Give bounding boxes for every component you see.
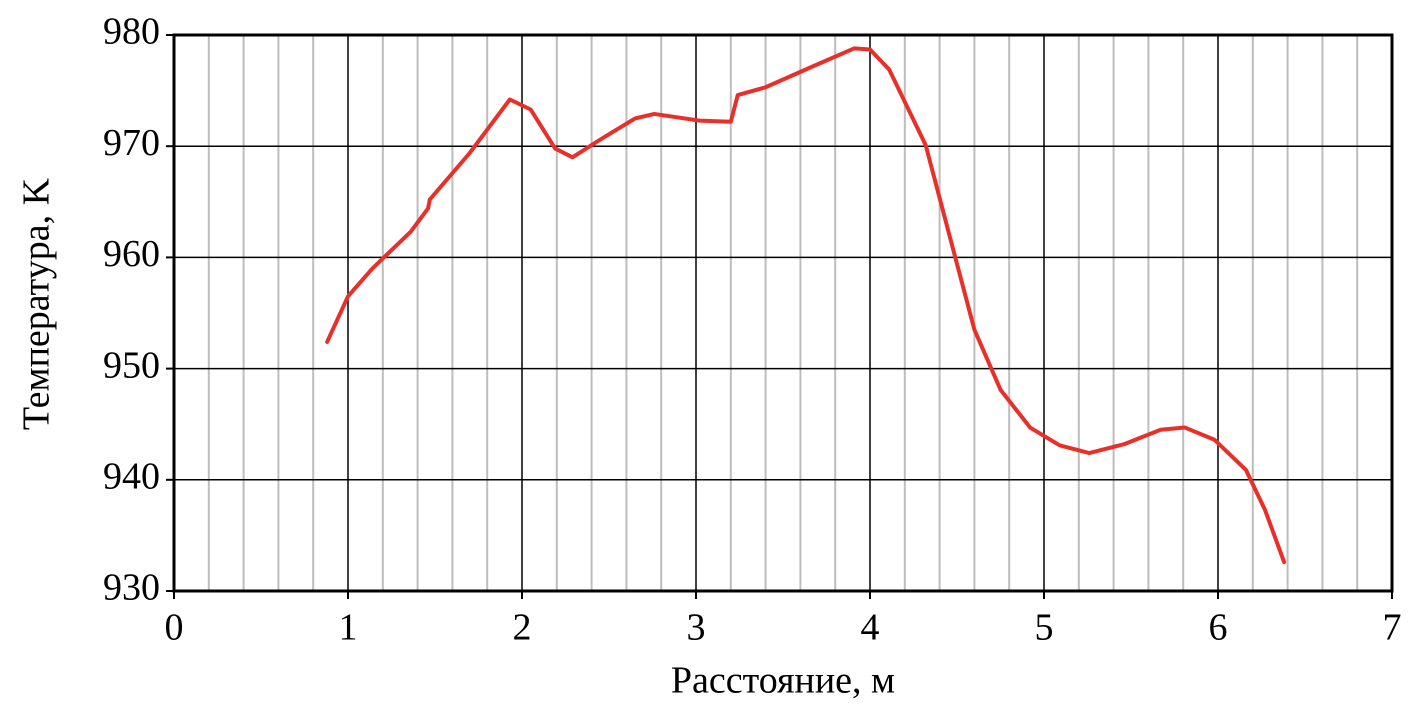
y-tick-label: 960 [103,233,160,275]
x-tick-label: 1 [339,607,358,649]
y-tick-label: 980 [103,11,160,53]
x-tick-label: 0 [165,607,184,649]
data-line [325,46,1287,565]
y-tick-label: 950 [103,344,160,386]
x-axis-label: Расстояние, м [671,660,895,702]
x-tick-label: 5 [1035,607,1054,649]
x-tick-label: 6 [1209,607,1228,649]
x-tick-label: 7 [1383,607,1402,649]
x-tick-label: 3 [687,607,706,649]
plot-frame [172,33,1394,593]
x-tick-label: 2 [513,607,532,649]
y-tick-label: 970 [103,122,160,164]
y-axis-label: Температура, K [16,177,58,430]
y-tick-label: 930 [103,567,160,609]
x-tick-label: 4 [861,607,880,649]
y-tick-label: 940 [103,456,160,498]
